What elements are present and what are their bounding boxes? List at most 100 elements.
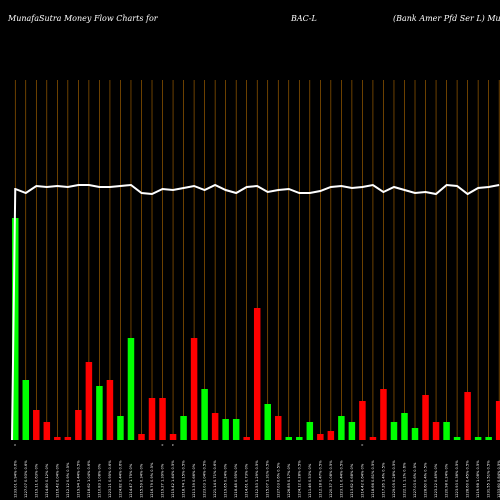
bar bbox=[12, 218, 19, 440]
bar bbox=[43, 422, 51, 440]
x-tick-label: 1218.74 1.15% 0.5% bbox=[182, 460, 186, 498]
bar bbox=[285, 437, 293, 440]
x-tick-label: 1224.82 0.44% 0.6% bbox=[118, 460, 122, 498]
x-tick-label: 1227.07 0.93% 0.6% bbox=[24, 460, 28, 498]
x-tick-label: 1233.60 0.84% 0.5% bbox=[497, 460, 500, 498]
bar bbox=[117, 416, 124, 440]
bar bbox=[169, 434, 177, 440]
x-tick-label: 1228.60 0.4% 0.5% bbox=[424, 462, 428, 498]
x-tick-label: 1226.85 0.17% 0% bbox=[287, 463, 291, 498]
x-tick-label: 1223.03 1.04% 0.5% bbox=[203, 460, 207, 498]
x-tick-label: 1212.53 1.29% 0.5% bbox=[255, 460, 259, 498]
chart-header-site: MunafaSutra Money Flow Charts for bbox=[8, 14, 158, 23]
x-tick-label: 1219.98 1.08% 0.5% bbox=[476, 460, 480, 498]
x-tick-label: 1215.59 0.34% 0% bbox=[139, 463, 143, 498]
x-tick-label: 1229.05 0.28% 0.5% bbox=[392, 460, 396, 498]
bar bbox=[443, 422, 450, 440]
x-tick-label: 1210.83 1.08% 0% bbox=[97, 463, 101, 498]
price-line bbox=[11, 183, 500, 441]
bar bbox=[422, 395, 429, 440]
x-tick-label: 1213.62 0.68% 0% bbox=[350, 463, 354, 498]
x-tick-label: 1215.42 1.44% 0.5% bbox=[171, 460, 175, 498]
bar bbox=[317, 434, 324, 440]
bar bbox=[75, 410, 82, 440]
bar bbox=[474, 437, 482, 440]
bar bbox=[180, 416, 187, 440]
gridlines bbox=[14, 80, 500, 440]
bar bbox=[222, 419, 229, 440]
x-tick-label: 1221.14 0.71% 0.6% bbox=[213, 460, 217, 498]
bar bbox=[190, 338, 198, 440]
x-tick-label: 1219.11 0.63% 0% bbox=[34, 463, 38, 498]
x-tick-label: 1223.21 0.95% 0.6% bbox=[108, 460, 112, 498]
bar bbox=[138, 434, 145, 440]
bar bbox=[485, 437, 492, 440]
bar bbox=[348, 422, 356, 440]
bar bbox=[127, 338, 135, 440]
bar bbox=[327, 431, 335, 440]
x-tick-label: 1224.12 0.28% 0.5% bbox=[297, 460, 301, 498]
x-tick-labels: 1233.01 0.94% 0.6% 1227.07 0.93% 0.6% 1219… bbox=[13, 460, 500, 498]
x-tick-label: 1223.22 0.49% 0% bbox=[434, 463, 438, 498]
bar bbox=[201, 389, 208, 440]
bar bbox=[275, 416, 282, 440]
x-tick-label: 1231.55 1.51% 0.5% bbox=[487, 460, 491, 498]
bar bbox=[85, 362, 93, 440]
bar bbox=[148, 398, 156, 440]
bar bbox=[232, 419, 240, 440]
bar bbox=[390, 422, 398, 440]
bar bbox=[432, 422, 440, 440]
x-tick-label: 1222.11 1.2% 0.6% bbox=[402, 462, 406, 498]
x-tick-label: 1227.03 0.6% 0.5% bbox=[413, 462, 417, 498]
x-tick-label: 1218.62 1.04% 0.6% bbox=[87, 460, 91, 498]
x-tick-label: 1215.07 1.31% 0.5% bbox=[266, 460, 270, 498]
bar bbox=[495, 401, 500, 440]
chart-header-symbol: BAC-L bbox=[291, 14, 317, 23]
x-tick-label: 1216.79 0.9% 0.5% bbox=[150, 462, 154, 498]
bar bbox=[64, 437, 72, 440]
x-tick-label: 1219.27 1.39% 0% bbox=[161, 463, 165, 498]
x-tick-label: 1214.61 0.73% 0% bbox=[245, 463, 249, 498]
bar bbox=[264, 404, 271, 440]
x-tick-label: 1218.48 0.95% 0% bbox=[234, 463, 238, 498]
x-tick-label: 1212.18 0.47% 0.5% bbox=[318, 460, 322, 498]
bar bbox=[243, 437, 250, 440]
bar bbox=[306, 422, 314, 440]
bar bbox=[380, 389, 387, 440]
x-tick-label: 1214.47 1.75% 0% bbox=[129, 463, 133, 498]
x-tick-label: 1219.65 0.24% 0% bbox=[224, 463, 228, 498]
bar bbox=[54, 437, 61, 440]
bar-marker: c bbox=[14, 443, 16, 447]
bar bbox=[464, 392, 471, 440]
bar-marker: c bbox=[162, 443, 164, 447]
bar bbox=[401, 413, 408, 440]
x-tick-label: 1219.94 1.44% 0.5% bbox=[76, 460, 80, 498]
x-tick-label: 1223.11 0.44% 0.5% bbox=[339, 460, 343, 498]
x-tick-label: 1214.42 0.64% 0% bbox=[360, 463, 364, 498]
bar bbox=[338, 416, 345, 440]
x-tick-label: 1211.46 0.53% 0% bbox=[308, 463, 312, 498]
bar bbox=[159, 398, 166, 440]
bar bbox=[359, 401, 366, 440]
bar bbox=[22, 380, 30, 440]
x-tick-label: 1212.12 0.9% 0.5% bbox=[66, 462, 70, 498]
bar bbox=[96, 386, 103, 440]
x-tick-label: 1220.98 0.24% 0% bbox=[445, 463, 449, 498]
bar bbox=[453, 437, 461, 440]
bar bbox=[369, 437, 377, 440]
chart-header-description: (Bank Amer Pfd Ser L) Munafa bbox=[393, 14, 500, 23]
x-tick-label: 1228.60 0.45% 0.5% bbox=[466, 460, 470, 498]
bar-marker: c bbox=[172, 443, 174, 447]
x-tick-label: 1216.42 0.04% 0% bbox=[55, 463, 59, 498]
x-tick-label: 1218.66 0.81% 0.5% bbox=[371, 460, 375, 498]
bar bbox=[253, 308, 261, 440]
bar-marker: c bbox=[361, 443, 363, 447]
x-tick-label: 1223.93 0.36% 0.5% bbox=[455, 460, 459, 498]
x-tick-label: 1214.80 0.12% 0% bbox=[45, 463, 49, 498]
x-tick-label: 1217.26 1.4% 0.5% bbox=[381, 462, 385, 498]
bar bbox=[296, 437, 303, 440]
bar bbox=[411, 428, 419, 440]
x-tick-label: 1213.39 0.66% 0% bbox=[192, 463, 196, 498]
